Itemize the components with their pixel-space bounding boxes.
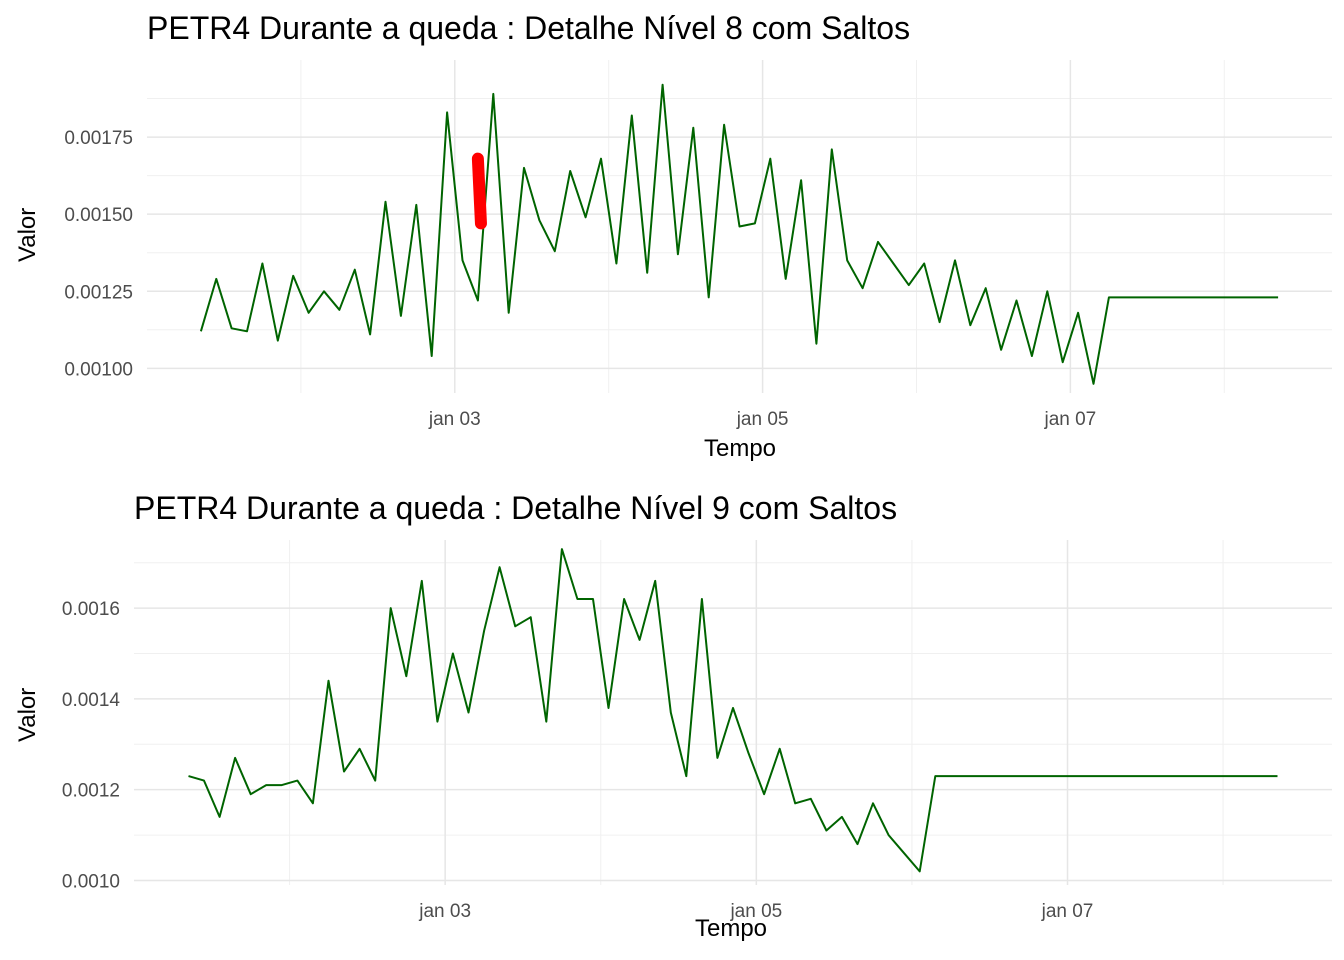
x-tick-label: jan 07	[1041, 901, 1094, 922]
y-tick-label: 0.00100	[64, 359, 133, 380]
y-tick-label: 0.0016	[62, 599, 120, 620]
chart-title: PETR4 Durante a queda : Detalhe Nível 9 …	[134, 490, 898, 526]
chart-plot-level9: jan 03 jan 05 jan 07 0.0010 0.0012 0.0014 0.00…	[62, 540, 1332, 922]
x-tick-label: jan 07	[1043, 409, 1096, 430]
series-line	[199, 83, 1279, 385]
chart-panel-level8: PETR4 Durante a queda : Detalhe Nível 8 …	[0, 0, 1344, 470]
x-tick-label: jan 05	[729, 901, 782, 922]
y-axis-label: Valor	[14, 687, 41, 742]
y-tick-label: 0.0014	[62, 690, 121, 711]
y-tick-label: 0.0012	[62, 781, 120, 802]
y-tick-label: 0.00125	[64, 282, 133, 303]
x-tick-label: jan 03	[418, 901, 471, 922]
series-line	[188, 548, 1278, 873]
y-tick-label: 0.00150	[64, 205, 133, 226]
y-axis-label: Valor	[14, 207, 41, 262]
y-tick-label: 0.00175	[64, 128, 133, 149]
y-tick-label: 0.0010	[62, 871, 120, 892]
x-axis-label: Tempo	[703, 435, 777, 462]
x-tick-label: jan 03	[428, 409, 481, 430]
chart-title: PETR4 Durante a queda : Detalhe Nível 8 …	[147, 10, 911, 46]
chart-panel-level9: PETR4 Durante a queda : Detalhe Nível 9 …	[0, 480, 1344, 960]
x-tick-label: jan 05	[736, 409, 789, 430]
jump-segment	[471, 152, 487, 230]
chart-plot-level8: jan 03 jan 05 jan 07 0.00100 0.00125 0.00150 0…	[64, 60, 1332, 430]
x-axis-label: Tempo	[694, 915, 768, 942]
